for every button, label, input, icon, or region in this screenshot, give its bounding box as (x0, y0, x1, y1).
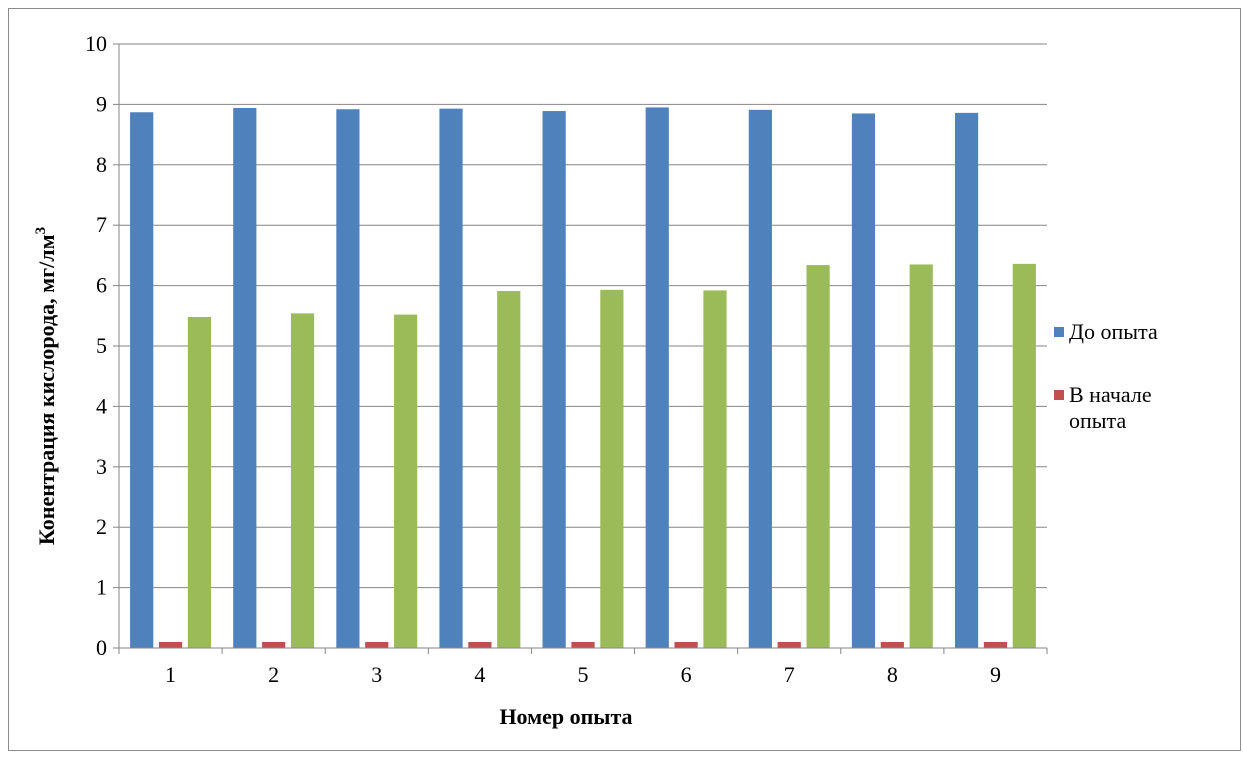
bar-series-1-cat-1 (130, 112, 154, 648)
bar-series-1-cat-7 (748, 109, 772, 648)
bar-series-2-cat-8 (880, 641, 904, 648)
legend-label: опыта (1069, 408, 1126, 433)
y-axis-title: Конентрация кислорода, мг/лм3 (33, 227, 59, 545)
bar-series-1-cat-4 (439, 108, 463, 649)
x-tick-label: 3 (371, 662, 382, 687)
legend-swatch (1054, 327, 1064, 337)
y-tick-label: 2 (96, 514, 107, 539)
y-tick-label: 9 (96, 91, 107, 116)
bar-series-3-cat-8 (909, 264, 933, 648)
x-tick-label: 1 (165, 662, 176, 687)
bar-series-3-cat-3 (394, 314, 418, 648)
bar-series-2-cat-6 (674, 641, 698, 648)
bars (130, 107, 1036, 649)
y-tick-label: 3 (96, 454, 107, 479)
y-tick-labels: 0 1 2 3 4 5 6 7 8 9 10 (85, 31, 107, 660)
x-tick-label: 8 (887, 662, 898, 687)
x-tick-label: 6 (681, 662, 692, 687)
x-tick-label: 5 (578, 662, 589, 687)
y-tick-label: 6 (96, 273, 107, 298)
bar-series-2-cat-5 (571, 641, 595, 648)
bar-series-3-cat-6 (703, 290, 727, 648)
y-tick-label: 5 (96, 333, 107, 358)
x-tick-label: 7 (784, 662, 795, 687)
legend-label: В начале (1069, 382, 1152, 407)
bar-series-3-cat-4 (497, 291, 521, 648)
bar-series-3-cat-2 (290, 313, 315, 648)
bar-series-2-cat-9 (983, 641, 1008, 648)
bar-series-3-cat-9 (1012, 263, 1036, 648)
y-tick-label: 10 (85, 31, 107, 56)
bar-chart: 0 1 2 3 4 5 6 7 8 9 10 1 2 3 4 5 6 7 8 9 Номер опыта Конен… (33, 31, 1158, 729)
bar-series-2-cat-4 (468, 641, 492, 648)
bar-series-1-cat-3 (336, 109, 360, 649)
bar-series-1-cat-9 (954, 112, 979, 648)
axes (113, 43, 1048, 654)
gridlines (119, 43, 1047, 589)
legend-swatch (1054, 390, 1064, 400)
chart-frame: 0 1 2 3 4 5 6 7 8 9 10 1 2 3 4 5 6 7 8 9 Номер опыта Конен… (8, 8, 1241, 751)
y-tick-label: 8 (96, 152, 107, 177)
x-tick-labels: 1 2 3 4 5 6 7 8 9 (165, 662, 1001, 687)
bar-series-1-cat-6 (645, 107, 669, 649)
bar-series-2-cat-3 (365, 641, 389, 648)
bar-series-1-cat-5 (542, 111, 566, 648)
bar-series-2-cat-1 (158, 641, 183, 648)
bar-series-3-cat-5 (600, 289, 624, 648)
y-axis-title-superscript: 3 (33, 227, 49, 235)
bar-series-1-cat-8 (851, 113, 876, 648)
y-tick-label: 4 (96, 393, 107, 418)
legend-label: До опыта (1069, 319, 1158, 344)
x-axis-title: Номер опыта (499, 704, 632, 729)
x-tick-label: 2 (268, 662, 279, 687)
y-tick-label: 0 (96, 635, 107, 660)
bar-series-2-cat-2 (262, 641, 286, 648)
bar-series-3-cat-7 (806, 265, 830, 648)
x-tick-label: 4 (474, 662, 485, 687)
bar-series-3-cat-1 (187, 317, 212, 648)
y-tick-label: 1 (96, 575, 107, 600)
bar-series-2-cat-7 (777, 641, 801, 648)
bar-series-1-cat-2 (233, 108, 257, 649)
legend-item-1: До опыта (1054, 319, 1158, 344)
x-tick-label: 9 (990, 662, 1001, 687)
y-tick-label: 7 (96, 212, 107, 237)
